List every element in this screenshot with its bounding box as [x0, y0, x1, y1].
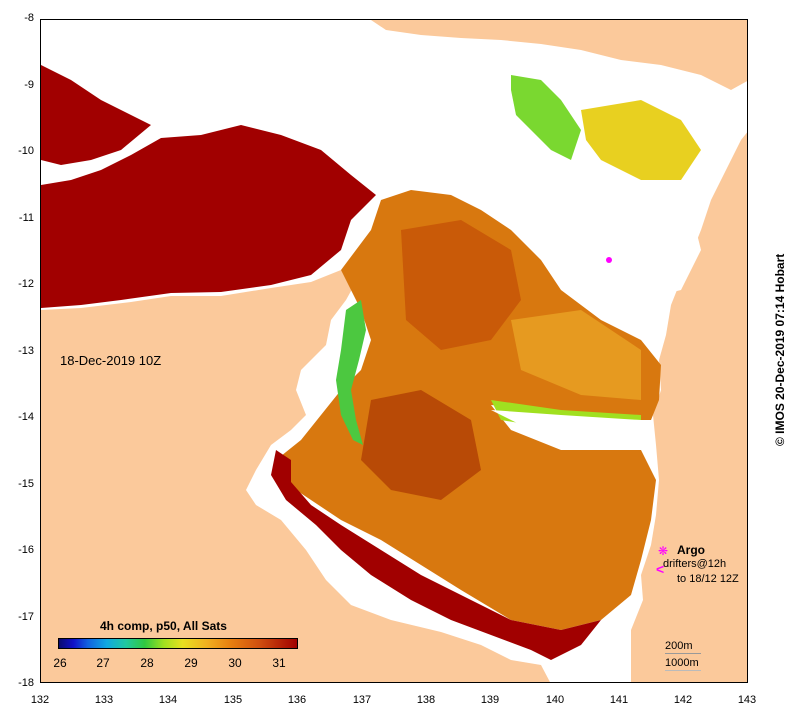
- x-tick-label: 133: [94, 694, 114, 706]
- sst-mid-patch-2: [361, 390, 481, 500]
- x-tick-label: 141: [609, 694, 629, 706]
- x-tick-label: 134: [158, 694, 178, 706]
- sst-map: [40, 19, 748, 683]
- no-data-north: [391, 80, 521, 190]
- sst-hot-south-rim: [271, 450, 601, 660]
- argo-legend-label: Argo: [677, 543, 705, 557]
- y-tick-label: -18: [18, 677, 34, 689]
- depth-1000m-label: 1000m: [665, 657, 699, 669]
- colorbar-label: 27: [96, 656, 110, 670]
- colorbar-label: 31: [272, 656, 286, 670]
- depth-200m-label: 200m: [665, 640, 693, 652]
- y-tick-label: -8: [24, 12, 34, 24]
- argo-float-marker: [606, 257, 612, 263]
- map-timestamp: 18-Dec-2019 10Z: [60, 353, 162, 368]
- x-tick-label: 132: [30, 694, 50, 706]
- y-tick-label: -17: [18, 611, 34, 623]
- land-arnhem: [41, 270, 550, 682]
- sst-warm-gulf: [276, 190, 661, 630]
- y-tick-label: -14: [18, 411, 34, 423]
- sst-map-image: [41, 20, 747, 682]
- x-tick-label: 142: [673, 694, 693, 706]
- y-tick-label: -12: [18, 278, 34, 290]
- y-tick-label: -9: [24, 79, 34, 91]
- sst-hot-northwest: [41, 65, 151, 165]
- drifter-legend-label: drifters@12h: [663, 558, 727, 570]
- sst-cool-north-band-2: [581, 100, 701, 180]
- depth-200m-line: [665, 653, 701, 654]
- sst-mid-patch-3: [511, 310, 641, 400]
- x-tick-label: 143: [737, 694, 757, 706]
- no-data-northeast: [571, 190, 701, 300]
- sst-mid-patch-1: [401, 220, 521, 350]
- colorbar-label: 26: [53, 656, 67, 670]
- drifter-legend-label-2: to 18/12 12Z: [677, 573, 739, 585]
- y-tick-label: -11: [18, 212, 34, 224]
- y-tick-label: -15: [18, 478, 34, 490]
- depth-1000m-line: [665, 670, 701, 671]
- colorbar-label: 29: [184, 656, 198, 670]
- colorbar-label: 30: [228, 656, 242, 670]
- sst-hot-west: [41, 125, 376, 308]
- drifter-legend-icon: <: [656, 561, 665, 577]
- x-tick-label: 138: [416, 694, 436, 706]
- sst-colorbar: [58, 638, 298, 649]
- y-tick-label: -10: [18, 145, 34, 157]
- no-data-central: [491, 410, 651, 450]
- x-tick-label: 136: [287, 694, 307, 706]
- x-tick-label: 135: [223, 694, 243, 706]
- imos-credit: © IMOS 20-Dec-2019 07:14 Hobart: [773, 253, 787, 446]
- x-tick-label: 139: [480, 694, 500, 706]
- x-tick-label: 137: [352, 694, 372, 706]
- x-tick-label: 140: [545, 694, 565, 706]
- argo-legend-icon: ❋: [658, 544, 669, 558]
- colorbar-label: 28: [140, 656, 154, 670]
- colorbar-title: 4h comp, p50, All Sats: [100, 619, 227, 633]
- sst-cool-north-band: [511, 75, 581, 160]
- land-cape-york: [631, 132, 747, 682]
- y-tick-label: -13: [18, 345, 34, 357]
- sst-cool-west-coast: [336, 300, 366, 445]
- land-new-guinea: [371, 20, 747, 90]
- y-tick-label: -16: [18, 544, 34, 556]
